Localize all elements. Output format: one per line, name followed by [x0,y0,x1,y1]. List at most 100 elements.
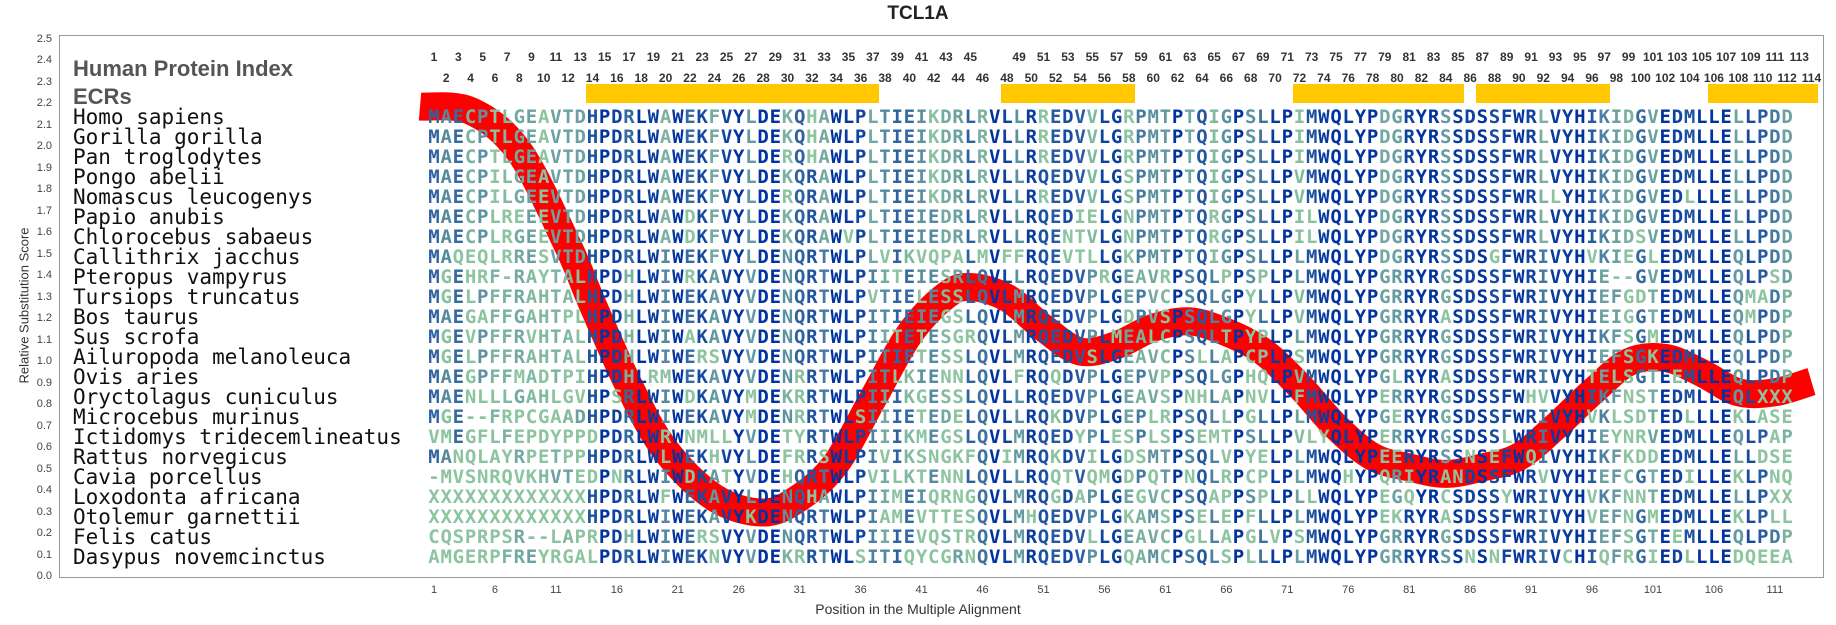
residue: D [1769,286,1781,308]
residue: P [1171,326,1184,348]
residue: P [1257,486,1269,508]
residue: T [1159,166,1172,188]
residue: E [1659,306,1671,328]
residue: F [1500,206,1513,228]
residue: T [1647,486,1659,508]
residue: V [428,426,440,448]
residue: D [611,486,623,508]
x-tick-label: 46 [976,584,989,596]
residue: D [684,466,696,488]
residue: Y [1561,106,1574,128]
residue: F [1610,466,1623,488]
residue: N [464,386,477,408]
residue: G [1379,326,1391,348]
species-name: Gorilla gorilla [73,125,263,149]
residue: L [867,146,879,168]
residue: H [586,346,599,368]
residue: E [684,106,696,128]
residue: A [537,106,550,128]
residue: S [1488,426,1501,448]
residue: L [1098,166,1111,188]
residue: Q [1196,546,1208,568]
residue: R [1525,266,1537,288]
residue: E [452,406,465,428]
residue: P [854,186,867,208]
residue: L [1708,166,1720,188]
residue: D [611,326,623,348]
human-index-number: 63 [1183,50,1197,64]
residue: M [1744,306,1757,328]
residue: M [1683,266,1696,288]
residue: A [659,226,672,248]
residue: S [952,386,964,408]
residue: V [720,446,733,468]
residue: L [1269,546,1281,568]
residue: P [1756,266,1769,288]
residue: V [550,466,562,488]
residue: A [525,346,538,368]
residue: G [1391,146,1403,168]
residue: R [513,546,526,568]
residue: E [903,346,916,368]
residue: M [1305,306,1318,328]
residue: L [842,546,855,568]
residue: D [1635,286,1647,308]
residue: S [1220,546,1233,568]
residue: I [659,386,672,408]
residue: E [1049,146,1062,168]
residue: I [1586,226,1598,248]
residue: L [1001,426,1013,448]
residue: R [806,266,818,288]
residue: L [1732,166,1745,188]
residue: L [1098,386,1111,408]
residue: I [867,406,879,428]
residue: E [769,246,782,268]
residue: Y [1561,326,1574,348]
residue: L [842,186,855,208]
residue: H [464,266,477,288]
residue: K [1598,226,1610,248]
residue: G [1635,306,1647,328]
residue: L [635,126,647,148]
residue: T [818,326,830,348]
residue: I [1001,446,1013,468]
residue: A [818,166,830,188]
residue: E [525,246,538,268]
residue: E [1123,526,1135,548]
residue: F [1500,106,1513,128]
residue: V [720,286,733,308]
residue: T [879,186,891,208]
residue: L [1098,526,1111,548]
residue: F [1610,346,1623,368]
residue: E [1671,526,1684,548]
residue: V [1293,426,1306,448]
residue: R [952,146,964,168]
residue: M [1305,546,1318,568]
residue: L [745,166,757,188]
residue: P [1281,166,1294,188]
residue: N [781,306,794,328]
residue: S [1440,446,1452,468]
residue: S [501,526,513,548]
residue: E [928,346,940,368]
residue: R [1525,526,1537,548]
residue: P [1086,306,1098,328]
residue: W [830,106,842,128]
residue: E [1123,286,1135,308]
residue: E [1720,526,1732,548]
residue: M [428,386,440,408]
residue: G [1379,546,1391,568]
residue: D [684,206,696,228]
residue: T [550,306,562,328]
residue: R [806,166,818,188]
residue: Q [1196,106,1208,128]
residue: E [684,286,696,308]
residue: L [1342,446,1354,468]
residue: H [586,186,599,208]
residue: L [1744,486,1757,508]
residue: R [793,546,806,568]
human-index-number: 98 [1609,71,1624,85]
residue: D [1781,186,1793,208]
residue: E [1049,386,1062,408]
human-index-number: 105 [1691,50,1712,64]
